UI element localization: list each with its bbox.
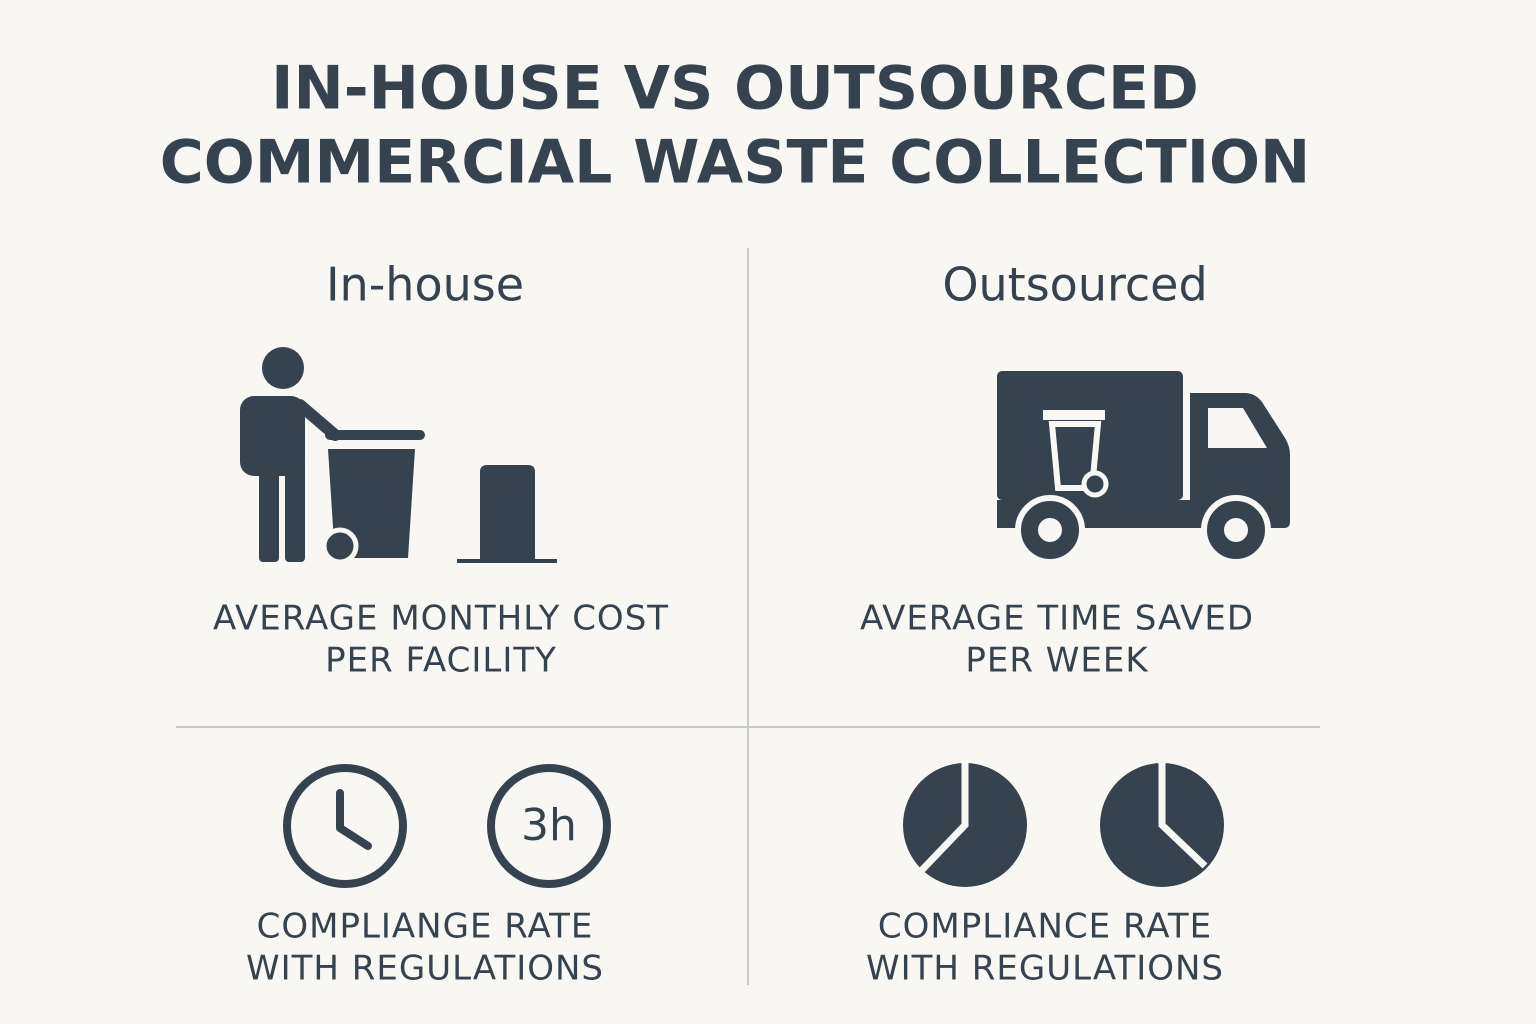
stat-label: COMPLIANGE RATE [257, 907, 594, 947]
person-bin-icon [240, 347, 557, 565]
stat-label: AVERAGE TIME SAVED [860, 599, 1254, 639]
panel-heading: In-house [326, 258, 524, 312]
stat-label: COMPLIANCE RATE [878, 907, 1212, 947]
truck-icon [997, 371, 1290, 565]
title-line: IN-HOUSE VS OUTSOURCED [271, 54, 1199, 124]
stat-label: WITH REGULATIONS [866, 949, 1224, 989]
pie-icon [1100, 762, 1224, 887]
badge-text: 3h [521, 800, 577, 851]
pie-icon [903, 762, 1027, 887]
stat-label: AVERAGE MONTHLY COST [213, 599, 669, 639]
stat-label: PER WEEK [965, 641, 1149, 681]
stat-label: WITH REGULATIONS [246, 949, 604, 989]
clock-icon [283, 764, 407, 888]
stat-label: PER FACILITY [325, 641, 557, 681]
panel-heading: Outsourced [942, 258, 1207, 312]
badge-circle [487, 764, 611, 888]
title-line: COMMERCIAL WASTE COLLECTION [160, 128, 1311, 198]
